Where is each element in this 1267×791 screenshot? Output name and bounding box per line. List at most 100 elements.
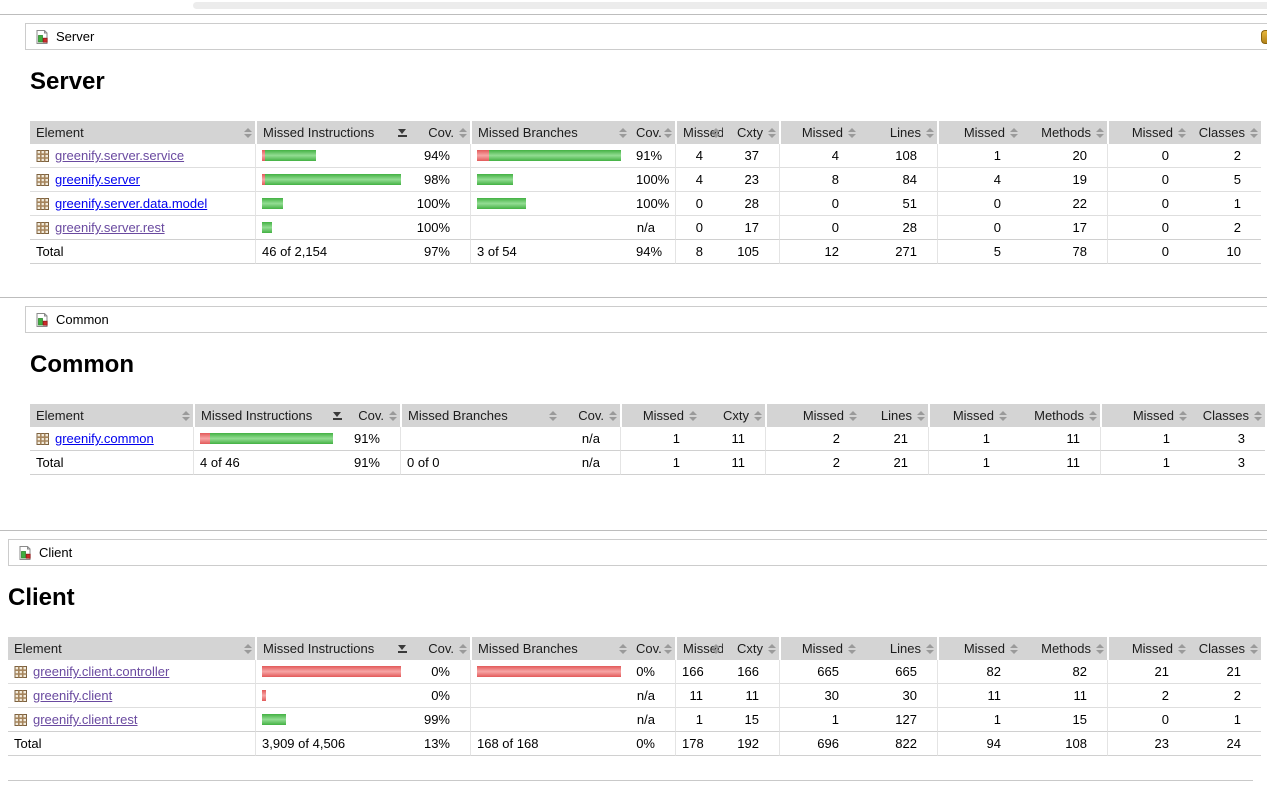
- column-header[interactable]: Methods: [1010, 404, 1100, 427]
- total-metric-cell: 178: [675, 731, 723, 756]
- column-header[interactable]: Cxty: [700, 404, 765, 427]
- column-header[interactable]: Missed: [1107, 637, 1189, 660]
- column-header[interactable]: Cxty: [723, 121, 779, 144]
- sort-both-icon[interactable]: [459, 127, 467, 138]
- sort-desc-icon[interactable]: [398, 644, 407, 653]
- column-header[interactable]: Missed: [779, 121, 859, 144]
- package-link[interactable]: greenify.client.rest: [33, 712, 138, 727]
- package-link[interactable]: greenify.server.rest: [55, 220, 165, 235]
- sort-both-icon[interactable]: [619, 127, 627, 138]
- column-header[interactable]: Missed Branches: [470, 637, 630, 660]
- missed-instructions-cell: [255, 660, 410, 683]
- column-header[interactable]: Missed: [1107, 121, 1189, 144]
- sort-both-icon[interactable]: [848, 127, 856, 138]
- sort-both-icon[interactable]: [664, 127, 672, 138]
- sort-both-icon[interactable]: [389, 410, 397, 421]
- sort-both-icon[interactable]: [1178, 127, 1186, 138]
- column-header[interactable]: Cov.: [410, 637, 470, 660]
- column-header[interactable]: Missed: [779, 637, 859, 660]
- column-header[interactable]: Element: [30, 121, 255, 144]
- column-header[interactable]: Element: [8, 637, 255, 660]
- column-header[interactable]: Classes: [1189, 121, 1261, 144]
- sort-both-icon[interactable]: [619, 643, 627, 654]
- sort-both-icon[interactable]: [1010, 127, 1018, 138]
- sort-both-icon[interactable]: [549, 410, 557, 421]
- column-header[interactable]: Missed: [765, 404, 860, 427]
- package-link[interactable]: greenify.common: [55, 431, 154, 446]
- sort-both-icon[interactable]: [1250, 643, 1258, 654]
- sort-desc-icon[interactable]: [333, 411, 342, 420]
- sort-both-icon[interactable]: [768, 643, 776, 654]
- sort-both-icon[interactable]: [917, 410, 925, 421]
- covered-bar-segment: [477, 198, 526, 209]
- package-link[interactable]: greenify.server.service: [55, 148, 185, 163]
- sort-both-icon[interactable]: [1254, 410, 1262, 421]
- sort-both-icon[interactable]: [1089, 410, 1097, 421]
- sort-both-icon[interactable]: [244, 643, 252, 654]
- column-header[interactable]: Missed: [675, 637, 723, 660]
- column-header[interactable]: Cov.: [630, 121, 675, 144]
- column-header[interactable]: Missed: [620, 404, 700, 427]
- column-header[interactable]: Lines: [859, 637, 937, 660]
- column-header[interactable]: Lines: [860, 404, 928, 427]
- coverage-bar: [477, 222, 624, 233]
- sort-both-icon[interactable]: [1096, 127, 1104, 138]
- sort-both-icon[interactable]: [1250, 127, 1258, 138]
- metric-cell: 1: [1189, 191, 1261, 215]
- column-header[interactable]: Missed Instructions: [193, 404, 345, 427]
- package-link[interactable]: greenify.server.data.model: [55, 196, 208, 211]
- sort-both-icon[interactable]: [712, 127, 720, 138]
- column-header[interactable]: Classes: [1190, 404, 1265, 427]
- column-header[interactable]: Methods: [1021, 637, 1107, 660]
- column-header[interactable]: Missed: [937, 121, 1021, 144]
- sort-both-icon[interactable]: [926, 643, 934, 654]
- sort-both-icon[interactable]: [182, 410, 190, 421]
- breadcrumb-label: Common: [56, 312, 109, 327]
- column-header[interactable]: Missed Instructions: [255, 121, 410, 144]
- sort-both-icon[interactable]: [1179, 410, 1187, 421]
- column-header[interactable]: Classes: [1189, 637, 1261, 660]
- column-header[interactable]: Missed: [937, 637, 1021, 660]
- column-header[interactable]: Lines: [859, 121, 937, 144]
- sort-both-icon[interactable]: [1178, 643, 1186, 654]
- column-header[interactable]: Cov.: [560, 404, 620, 427]
- sessions-icon[interactable]: [1261, 30, 1267, 44]
- sort-both-icon[interactable]: [999, 410, 1007, 421]
- sort-both-icon[interactable]: [609, 410, 617, 421]
- metric-cell: 4: [937, 167, 1021, 191]
- sort-both-icon[interactable]: [689, 410, 697, 421]
- column-header[interactable]: Cov.: [345, 404, 400, 427]
- sort-both-icon[interactable]: [926, 127, 934, 138]
- sort-both-icon[interactable]: [848, 643, 856, 654]
- column-header[interactable]: Cov.: [410, 121, 470, 144]
- sort-both-icon[interactable]: [768, 127, 776, 138]
- sort-both-icon[interactable]: [1096, 643, 1104, 654]
- missed-bar-segment: [477, 150, 489, 161]
- sort-both-icon[interactable]: [1010, 643, 1018, 654]
- column-header[interactable]: Cov.: [630, 637, 675, 660]
- sort-both-icon[interactable]: [244, 127, 252, 138]
- total-label-cell: Total: [30, 239, 255, 264]
- package-link[interactable]: greenify.server: [55, 172, 141, 187]
- sort-both-icon[interactable]: [459, 643, 467, 654]
- column-header[interactable]: Missed: [928, 404, 1010, 427]
- sort-both-icon[interactable]: [712, 643, 720, 654]
- sort-both-icon[interactable]: [849, 410, 857, 421]
- metric-cell: 1: [928, 427, 1010, 450]
- column-header[interactable]: Element: [30, 404, 193, 427]
- column-header[interactable]: Missed Branches: [470, 121, 630, 144]
- column-header[interactable]: Missed: [1100, 404, 1190, 427]
- metric-cell: 0: [1107, 144, 1189, 167]
- package-link[interactable]: greenify.client: [33, 688, 113, 703]
- package-link[interactable]: greenify.client.controller: [33, 664, 170, 679]
- sort-both-icon[interactable]: [754, 410, 762, 421]
- sort-both-icon[interactable]: [664, 643, 672, 654]
- coverage-bar: [262, 690, 404, 701]
- sort-desc-icon[interactable]: [398, 128, 407, 137]
- column-header[interactable]: Cxty: [723, 637, 779, 660]
- metric-cell: 0: [937, 191, 1021, 215]
- column-header[interactable]: Missed Instructions: [255, 637, 410, 660]
- column-header[interactable]: Missed: [675, 121, 723, 144]
- column-header[interactable]: Methods: [1021, 121, 1107, 144]
- column-header[interactable]: Missed Branches: [400, 404, 560, 427]
